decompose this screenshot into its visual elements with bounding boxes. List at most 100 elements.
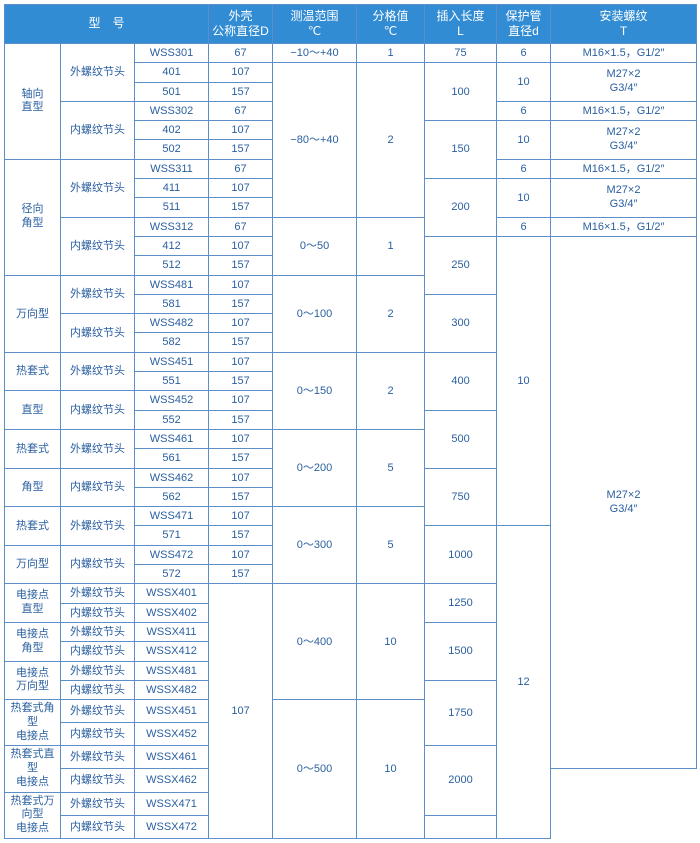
joint-inner: 内螺纹节头 <box>61 642 135 661</box>
len-cell: 200 <box>425 179 497 237</box>
diam-cell: 157 <box>209 526 273 545</box>
thread-cell: M16×1.5，G1/2″ <box>551 217 697 236</box>
cat-sleeve-contact-straight: 热套式直型电接点 <box>5 746 61 792</box>
joint-inner: 内螺纹节头 <box>61 391 135 430</box>
model-cell: 561 <box>135 449 209 468</box>
joint-inner: 内螺纹节头 <box>61 680 135 699</box>
div-cell: 5 <box>357 429 425 506</box>
joint-outer: 外螺纹节头 <box>61 661 135 680</box>
model-cell: 502 <box>135 140 209 159</box>
model-cell: 581 <box>135 294 209 313</box>
model-cell: WSS311 <box>135 159 209 178</box>
thread-cell: M27×2G3/4″ <box>551 179 697 218</box>
model-cell: 551 <box>135 372 209 391</box>
model-cell: 412 <box>135 236 209 255</box>
pipe-cell: 10 <box>497 121 551 160</box>
diam-cell: 107 <box>209 545 273 564</box>
spec-table: 型 号 外壳公称直径D 测温范围℃ 分格值℃ 插入长度L 保护管直径d 安装螺纹… <box>4 4 697 839</box>
model-cell: WSS301 <box>135 44 209 63</box>
div-cell: 2 <box>357 352 425 429</box>
len-cell: 1500 <box>425 622 497 680</box>
pipe-cell: 12 <box>497 526 551 838</box>
model-cell: WSS481 <box>135 275 209 294</box>
joint-outer: 外螺纹节头 <box>61 429 135 468</box>
joint-inner: 内螺纹节头 <box>61 769 135 792</box>
joint-inner: 内螺纹节头 <box>61 545 135 584</box>
range-cell: 0～400 <box>273 584 357 700</box>
div-cell: 5 <box>357 507 425 584</box>
model-cell: 552 <box>135 410 209 429</box>
diam-cell: 67 <box>209 159 273 178</box>
cat-axial: 轴向直型 <box>5 44 61 160</box>
joint-inner: 内螺纹节头 <box>61 217 135 275</box>
pipe-cell: 10 <box>497 179 551 218</box>
diam-cell: 157 <box>209 372 273 391</box>
model-cell: WSS471 <box>135 507 209 526</box>
len-cell <box>425 815 497 838</box>
cat-sleeve-angle-a: 热套式 <box>5 429 61 468</box>
range-cell: 0～150 <box>273 352 357 429</box>
pipe-cell: 10 <box>497 63 551 102</box>
cat-contact-straight: 电接点直型 <box>5 584 61 623</box>
model-cell: WSS472 <box>135 545 209 564</box>
len-cell: 75 <box>425 44 497 63</box>
thread-cell: M27×2G3/4″ <box>551 63 697 102</box>
model-cell: 571 <box>135 526 209 545</box>
cat-contact-angle: 电接点角型 <box>5 622 61 661</box>
model-cell: WSSX472 <box>135 815 209 838</box>
div-cell: 2 <box>357 275 425 352</box>
pipe-cell: 6 <box>497 101 551 120</box>
joint-inner: 内螺纹节头 <box>61 101 135 159</box>
model-cell: WSSX412 <box>135 642 209 661</box>
model-cell: WSS452 <box>135 391 209 410</box>
diam-cell: 157 <box>209 565 273 584</box>
model-cell: 582 <box>135 333 209 352</box>
model-cell: 512 <box>135 256 209 275</box>
cat-universal: 万向型 <box>5 275 61 352</box>
diam-cell: 157 <box>209 294 273 313</box>
diam-cell: 67 <box>209 101 273 120</box>
joint-outer: 外螺纹节头 <box>61 159 135 217</box>
joint-outer: 外螺纹节头 <box>61 507 135 546</box>
model-cell: WSS461 <box>135 429 209 448</box>
model-cell: WSSX401 <box>135 584 209 603</box>
diam-cell: 107 <box>209 179 273 198</box>
joint-inner: 内螺纹节头 <box>61 468 135 507</box>
model-cell: WSSX482 <box>135 680 209 699</box>
joint-outer: 外螺纹节头 <box>61 584 135 603</box>
len-cell: 100 <box>425 63 497 121</box>
diam-cell: 107 <box>209 391 273 410</box>
diam-cell: 107 <box>209 468 273 487</box>
model-cell: WSS462 <box>135 468 209 487</box>
joint-outer: 外螺纹节头 <box>61 275 135 314</box>
thread-cell: M16×1.5，G1/2″ <box>551 44 697 63</box>
joint-outer: 外螺纹节头 <box>61 44 135 102</box>
model-cell: WSS302 <box>135 101 209 120</box>
model-cell: 501 <box>135 82 209 101</box>
model-cell: WSSX462 <box>135 769 209 792</box>
range-cell: 0～100 <box>273 275 357 352</box>
joint-inner: 内螺纹节头 <box>61 815 135 838</box>
len-cell: 1250 <box>425 584 497 623</box>
model-cell: 572 <box>135 565 209 584</box>
len-cell: 400 <box>425 352 497 410</box>
range-cell: 0～300 <box>273 507 357 584</box>
diam-cell: 157 <box>209 410 273 429</box>
len-cell: 250 <box>425 236 497 294</box>
pipe-cell: 6 <box>497 217 551 236</box>
cat-sleeve-univ-b: 万向型 <box>5 545 61 584</box>
cat-sleeve-a: 热套式 <box>5 352 61 391</box>
joint-inner: 内螺纹节头 <box>61 314 135 353</box>
joint-inner: 内螺纹节头 <box>61 723 135 746</box>
model-cell: 562 <box>135 487 209 506</box>
diam-cell: 157 <box>209 82 273 101</box>
cat-sleeve-b: 直型 <box>5 391 61 430</box>
model-cell: WSS312 <box>135 217 209 236</box>
joint-outer: 外螺纹节头 <box>61 792 135 815</box>
cat-sleeve-contact-angle: 热套式角型电接点 <box>5 700 61 746</box>
model-cell: 401 <box>135 63 209 82</box>
diam-cell: 67 <box>209 217 273 236</box>
thread-cell: M27×2G3/4″ <box>551 121 697 160</box>
diam-cell: 157 <box>209 333 273 352</box>
pipe-cell: 10 <box>497 236 551 525</box>
